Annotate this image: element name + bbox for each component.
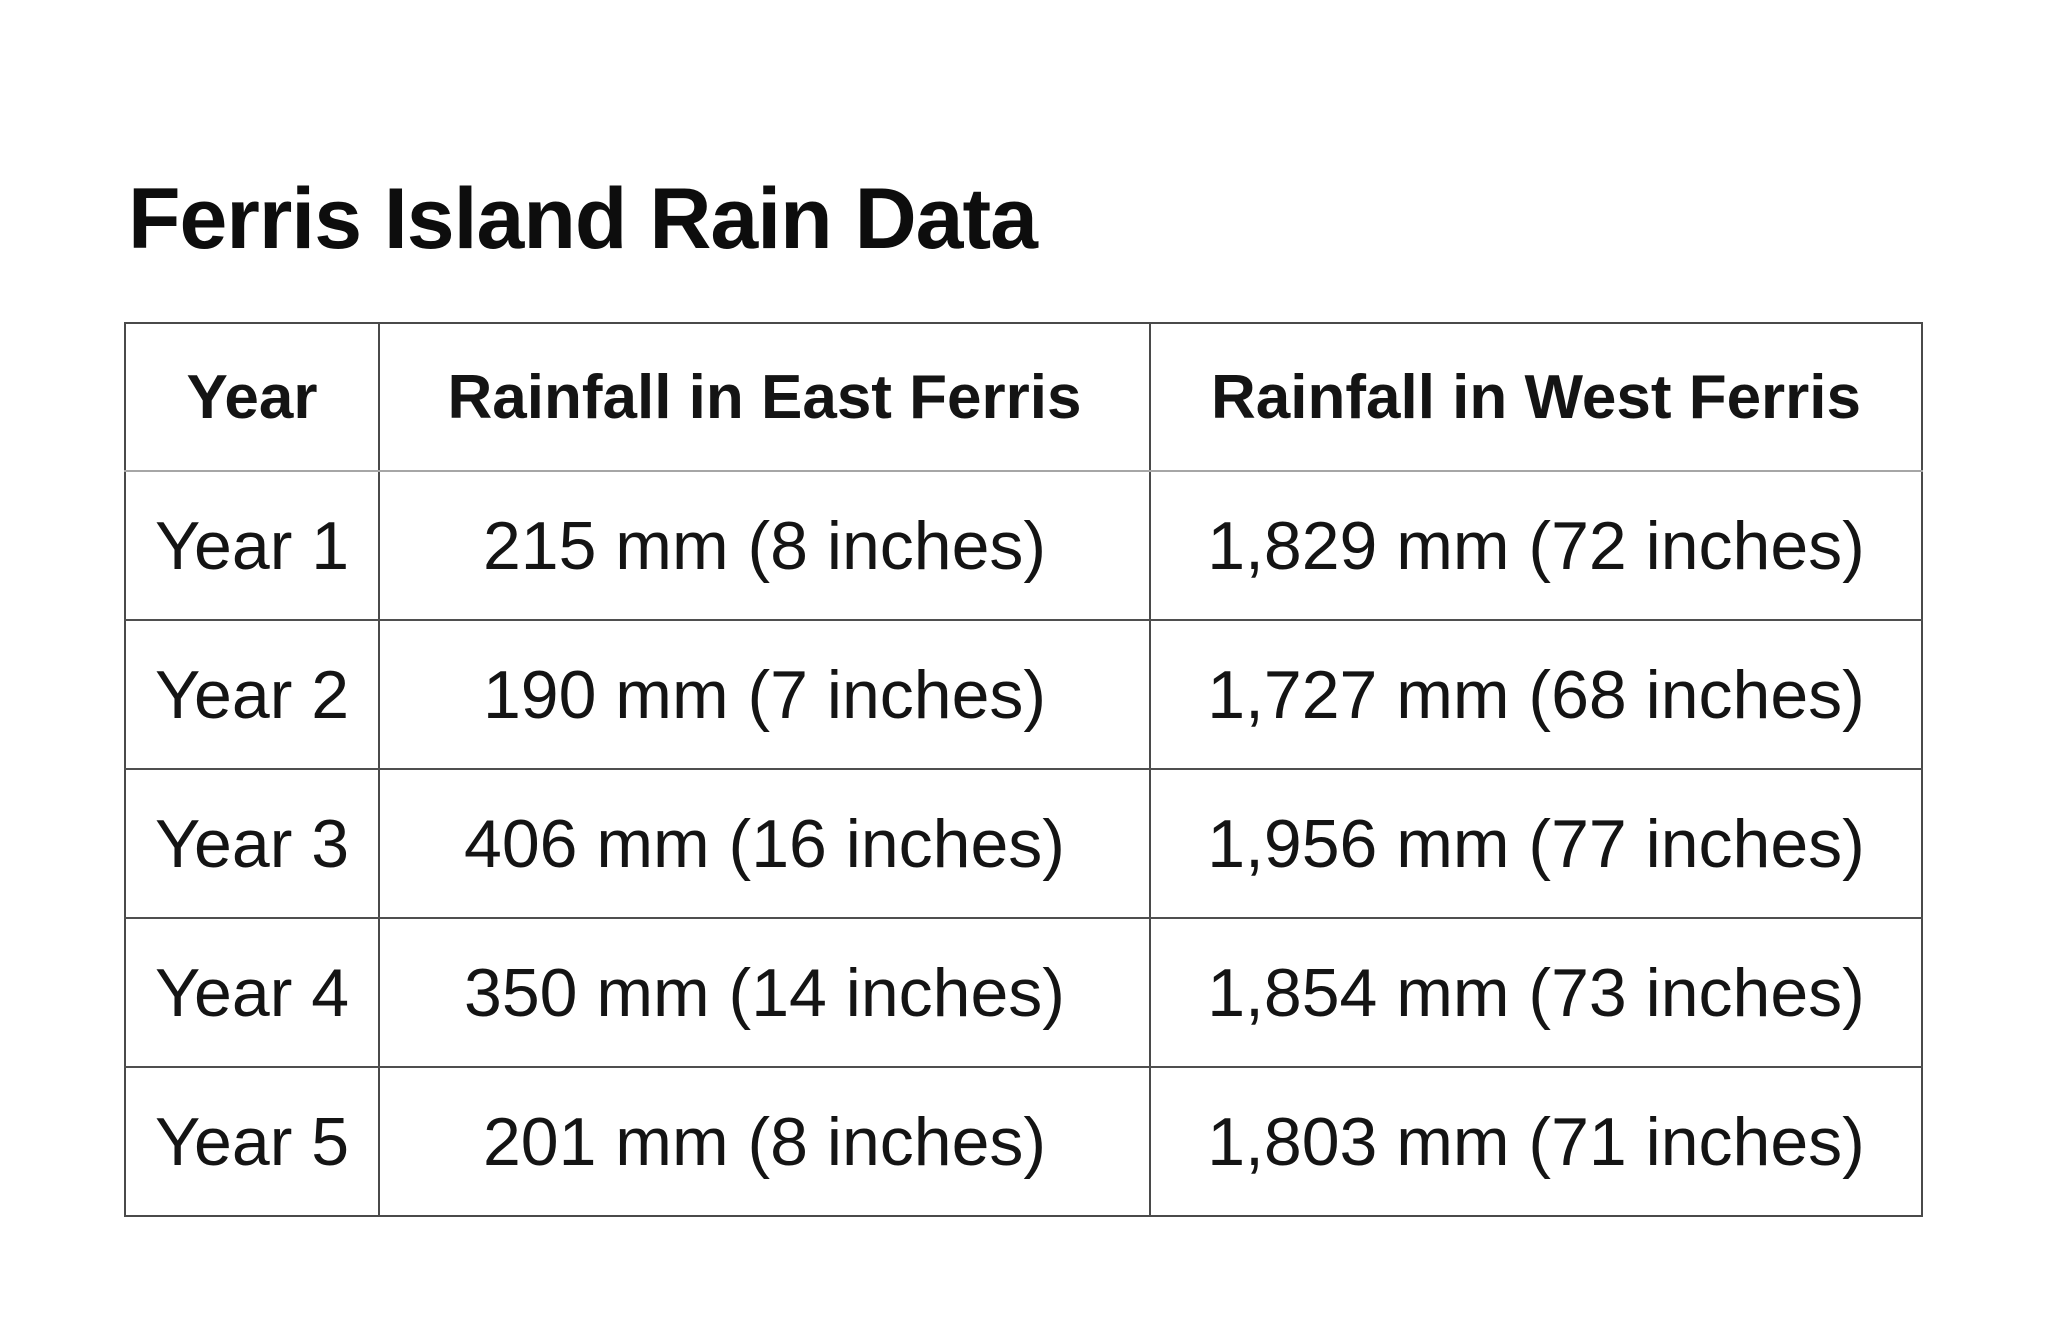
cell-year: Year 5 [154,1103,350,1180]
cell-west-rainfall: 1,829 mm (72 inches) [1149,471,1922,621]
cell-year: Year 4 [125,918,379,1068]
page-title: Ferris Island Rain Data [128,170,1038,267]
cell-east-rainfall: 406 mm (16 inches) [378,769,1150,919]
table-row: Year 1 215 mm (8 inches) 1,829 mm (72 in… [125,471,1922,621]
cell-year: Year 3 [125,769,379,919]
cell-year: Year 2 [125,620,379,770]
cell-west-rainfall: 1,803 mm (71 inches) [1149,1067,1922,1216]
rain-data-table: Year Rainfall in East Ferris Rainfall in… [124,322,1923,1217]
table-row: Year 5 201 mm (8 inches) 1,803 mm (71 in… [125,1067,1922,1216]
cell-west-rainfall: 1,956 mm (77 inches) [1149,769,1922,919]
cell-east-rainfall: 201 mm (8 inches) [378,1067,1150,1216]
cell-east-rainfall: 215 mm (8 inches) [378,471,1150,621]
cell-east-rainfall: 190 mm (7 inches) [378,620,1150,770]
header-cell-west-ferris: Rainfall in West Ferris [1149,323,1922,472]
cell-west-rainfall: 1,854 mm (73 inches) [1149,918,1922,1068]
header-cell-year: Year [125,323,379,472]
table-header-row: Year Rainfall in East Ferris Rainfall in… [125,323,1922,472]
cell-year: Year 1 [125,471,379,621]
cell-east-rainfall: 350 mm (14 inches) [378,918,1150,1068]
table-row: Year 2 190 mm (7 inches) 1,727 mm (68 in… [125,620,1922,770]
table-row: Year 3 406 mm (16 inches) 1,956 mm (77 i… [125,769,1922,919]
header-cell-east-ferris: Rainfall in East Ferris [378,323,1150,472]
cell-west-rainfall: 1,727 mm (68 inches) [1149,620,1922,770]
table-row: Year 4 350 mm (14 inches) 1,854 mm (73 i… [125,918,1922,1068]
